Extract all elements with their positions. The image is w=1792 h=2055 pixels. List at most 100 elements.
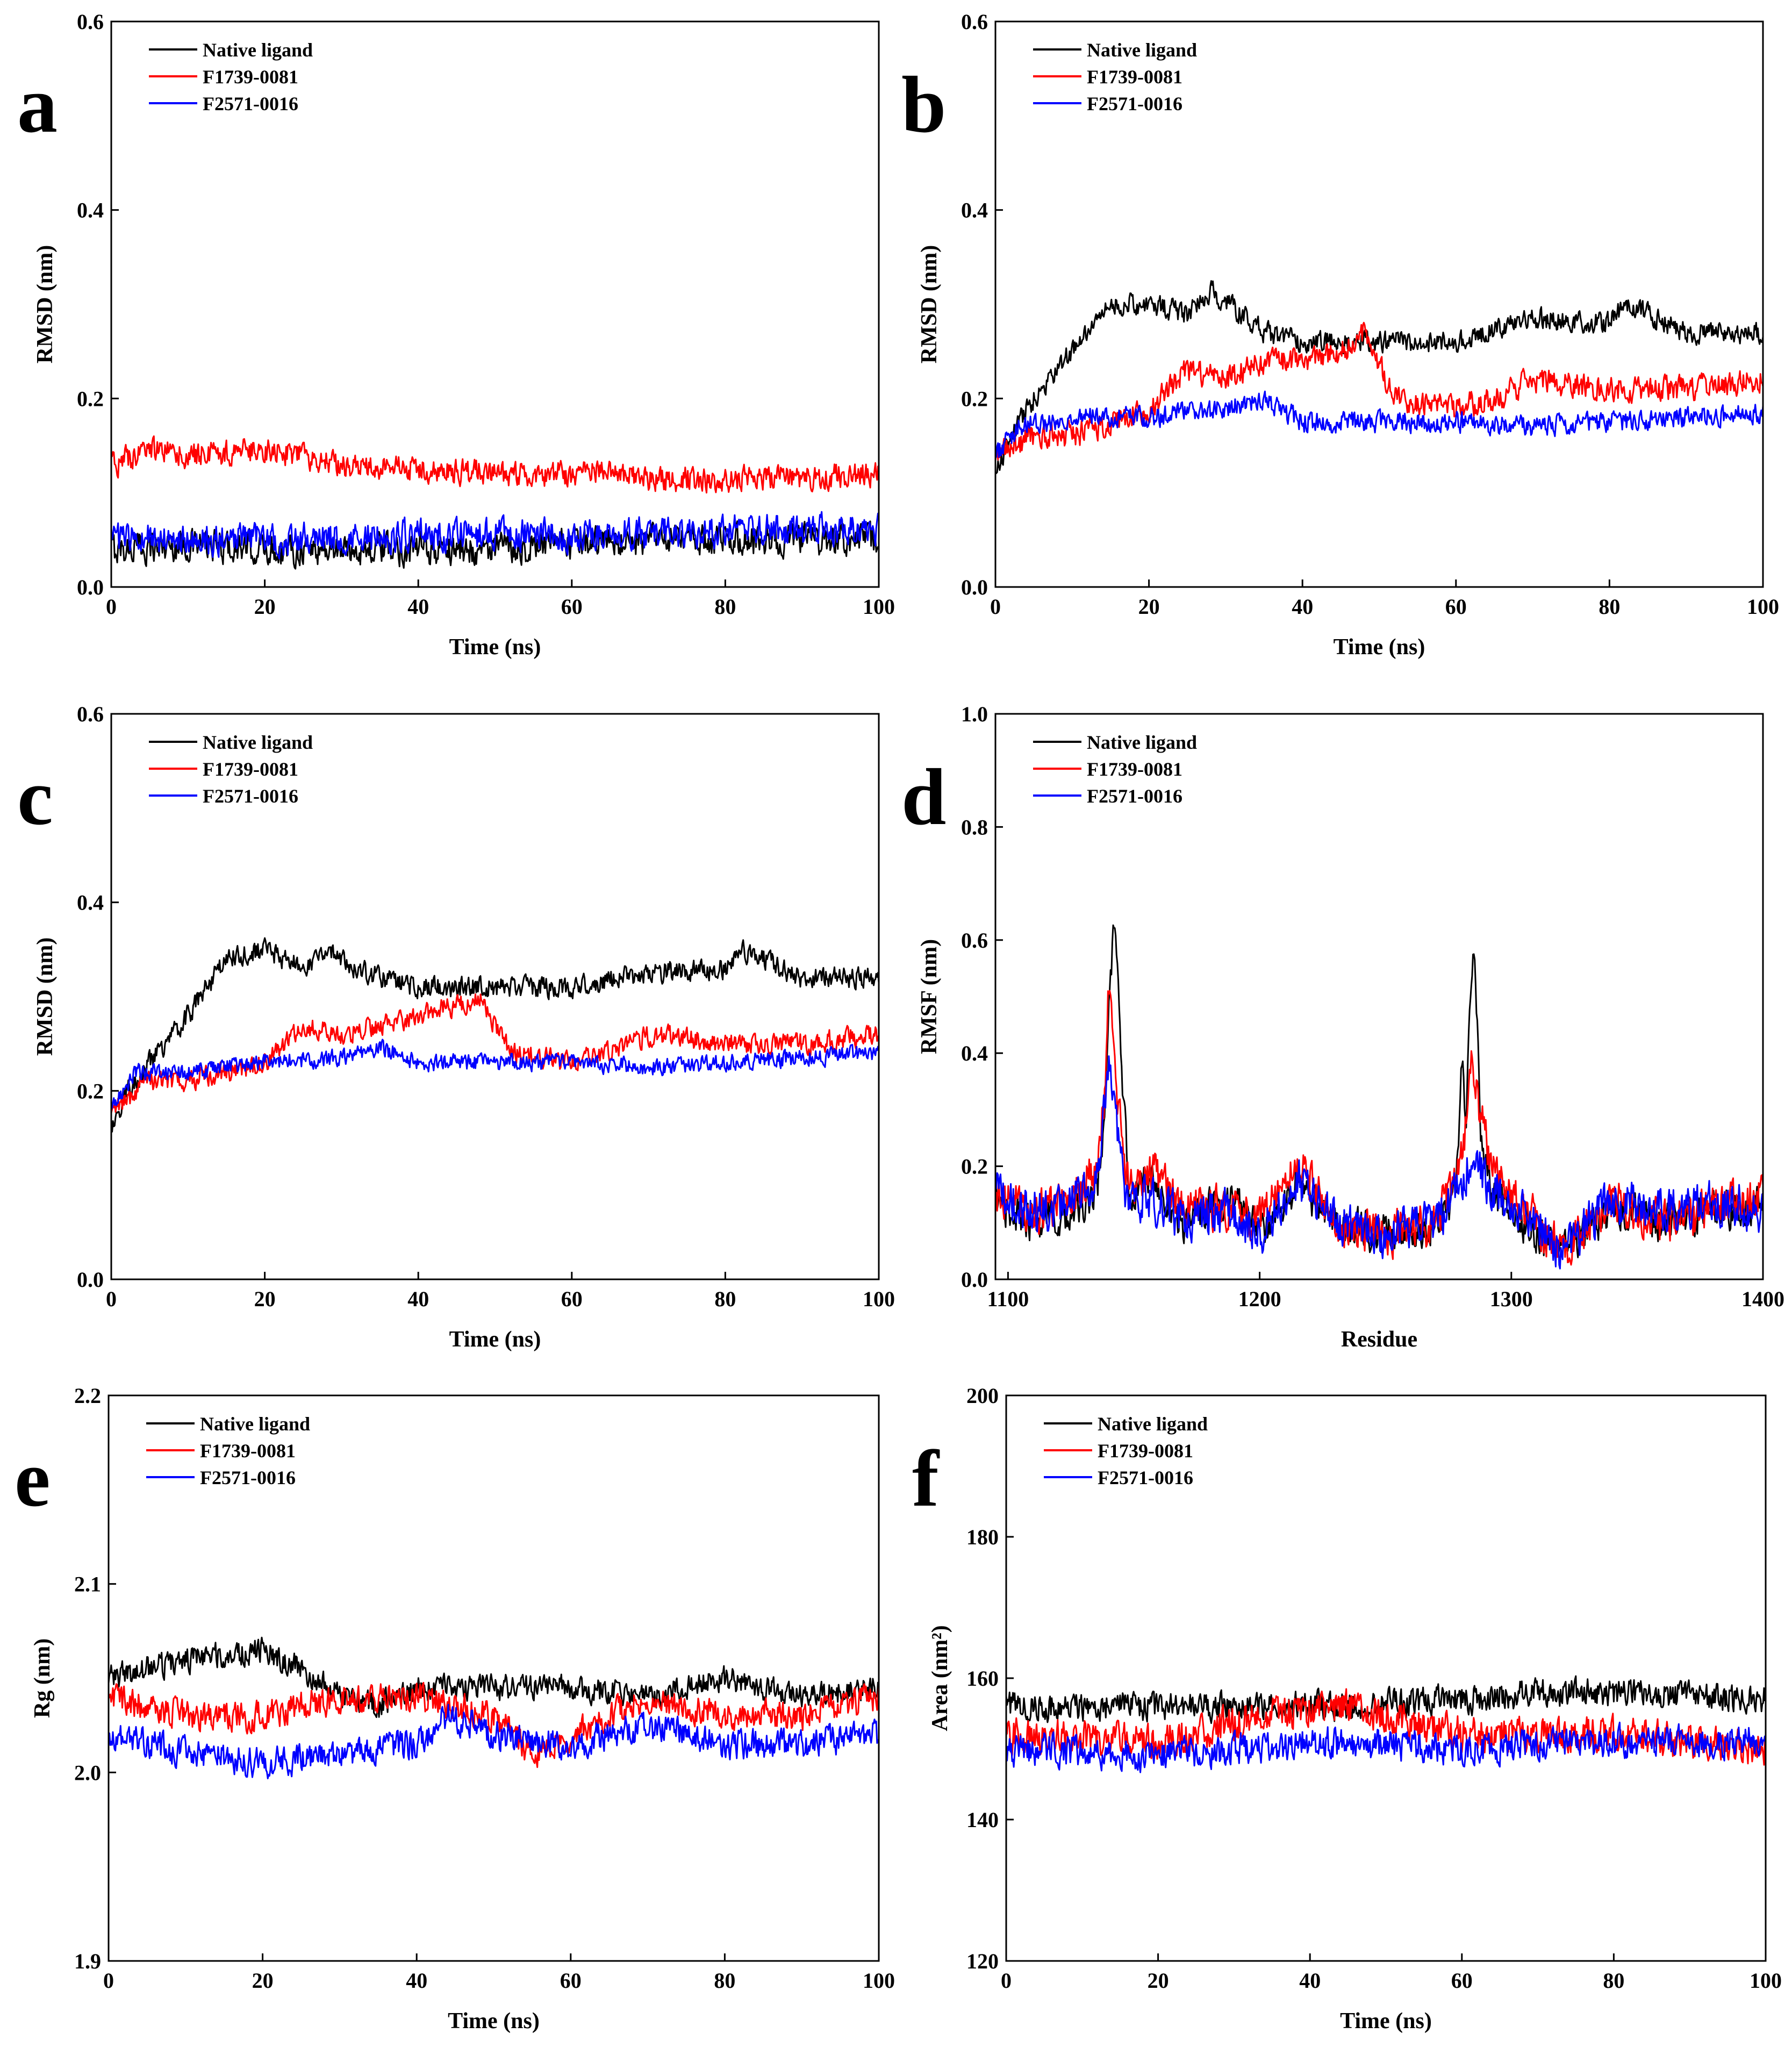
series-line-f-3 <box>1006 1721 1766 1773</box>
series-line-b-1 <box>995 280 1763 474</box>
plot-area-c <box>111 937 879 1133</box>
chart-panel-e: e 0 20 40 60 80 100 1.9 2.0 2.1 2.2 Time (ns) Rg (nm… <box>15 1384 895 2033</box>
plot-area-d <box>995 924 1763 1270</box>
series-line-a-1 <box>111 520 879 570</box>
y-tick-label: 1.9 <box>74 1949 101 1973</box>
x-axis-title: Time (ns) <box>449 1327 541 1352</box>
legend-b: Native ligand F1739-0081 F2571-0016 <box>1033 39 1197 114</box>
x-axis-title: Time (ns) <box>449 635 541 660</box>
legend-label: F2571-0016 <box>200 1467 296 1488</box>
x-tick-label: 1300 <box>1490 1287 1533 1311</box>
legend-label: F2571-0016 <box>203 93 298 114</box>
x-tick-label: 40 <box>407 1287 429 1311</box>
y-tick-label: 0.0 <box>77 1268 104 1292</box>
chart-panel-d: d 1100 1200 1300 1400 0.0 0.2 0.4 0.6 0.8 1.0 Resid… <box>901 702 1784 1352</box>
legend-label: F2571-0016 <box>203 785 298 807</box>
legend-label: Native ligand <box>200 1413 310 1435</box>
series-line-f-1 <box>1006 1675 1766 1724</box>
x-tick-label: 1400 <box>1741 1287 1784 1311</box>
legend-d: Native ligand F1739-0081 F2571-0016 <box>1033 732 1197 807</box>
y-tick-label: 200 <box>966 1384 999 1408</box>
y-axis-title: RMSD (nm) <box>33 245 58 363</box>
x-tick-label: 100 <box>1747 595 1779 619</box>
x-tick-label: 40 <box>1299 1968 1321 1993</box>
x-tick-label: 40 <box>1292 595 1313 619</box>
legend-label: Native ligand <box>1098 1413 1208 1435</box>
plot-frame-c <box>110 713 880 1280</box>
plot-frame-b <box>994 20 1764 588</box>
y-tick-label: 0.4 <box>961 1041 988 1065</box>
y-tick-label: 0.0 <box>77 575 104 599</box>
x-tick-label: 20 <box>254 595 276 619</box>
series-line-a-2 <box>111 435 879 494</box>
chart-panel-c: c 0 20 40 60 80 100 0.0 0.2 0.4 0.6 Time (ns) RMSD (… <box>17 702 895 1352</box>
x-tick-label: 80 <box>1603 1968 1624 1993</box>
plot-area-e <box>109 1636 879 1780</box>
y-tick-label: 0.6 <box>77 702 104 726</box>
y-axis-title: RMSD (nm) <box>917 245 942 363</box>
y-tick-label: 0.4 <box>77 198 104 223</box>
x-axis-title: Residue <box>1341 1327 1417 1352</box>
y-tick-label: 160 <box>966 1666 999 1691</box>
legend-label: Native ligand <box>1087 732 1197 753</box>
x-tick-label: 0 <box>1001 1968 1012 1993</box>
legend-label: F1739-0081 <box>1087 758 1182 780</box>
series-line-b-3 <box>995 390 1763 458</box>
legend-e: Native ligand F1739-0081 F2571-0016 <box>146 1413 310 1488</box>
y-axis-title: RMSF (nm) <box>917 939 942 1054</box>
x-tick-label: 20 <box>252 1968 274 1993</box>
legend-label: Native ligand <box>1087 39 1197 61</box>
y-tick-label: 2.2 <box>74 1384 101 1408</box>
legend-f: Native ligand F1739-0081 F2571-0016 <box>1044 1413 1208 1488</box>
series-line-e-2 <box>109 1681 879 1768</box>
y-axis-title: Rg (nm) <box>30 1638 55 1718</box>
y-tick-label: 2.0 <box>74 1760 101 1785</box>
x-tick-label: 60 <box>1445 595 1467 619</box>
legend-label: F2571-0016 <box>1087 785 1182 807</box>
series-line-c-1 <box>111 937 879 1133</box>
legend-label: Native ligand <box>203 732 313 753</box>
y-tick-label: 0.6 <box>961 10 988 34</box>
y-tick-label: 0.0 <box>961 575 988 599</box>
plot-frame-e <box>107 1394 880 1962</box>
legend-label: F1739-0081 <box>200 1440 296 1462</box>
series-line-e-1 <box>109 1636 879 1719</box>
x-tick-label: 100 <box>1750 1968 1782 1993</box>
series-line-d-3 <box>995 1055 1763 1270</box>
x-axis-title: Time (ns) <box>1334 635 1425 660</box>
y-tick-label: 0.2 <box>77 1079 104 1103</box>
legend-c: Native ligand F1739-0081 F2571-0016 <box>149 732 313 807</box>
y-tick-label: 1.0 <box>961 702 988 726</box>
x-tick-label: 20 <box>1138 595 1160 619</box>
legend-label: Native ligand <box>203 39 313 61</box>
x-tick-label: 20 <box>1148 1968 1169 1993</box>
x-tick-label: 0 <box>103 1968 114 1993</box>
x-tick-label: 100 <box>863 1287 895 1311</box>
x-tick-label: 40 <box>406 1968 427 1993</box>
plot-area-a <box>111 435 879 570</box>
y-axis-title: Area (nm²) <box>928 1625 952 1731</box>
series-line-a-3 <box>111 511 879 560</box>
legend-a: Native ligand F1739-0081 F2571-0016 <box>149 39 313 114</box>
x-tick-label: 60 <box>1451 1968 1473 1993</box>
x-tick-label: 80 <box>714 1968 735 1993</box>
series-line-c-3 <box>111 1039 879 1109</box>
x-tick-label: 60 <box>561 595 583 619</box>
y-tick-label: 120 <box>966 1949 999 1973</box>
panel-label-e: e <box>15 1434 51 1523</box>
legend-label: F1739-0081 <box>1087 66 1182 88</box>
plot-frame-a <box>110 20 880 588</box>
y-tick-label: 0.6 <box>961 928 988 953</box>
x-tick-label: 0 <box>990 595 1001 619</box>
panel-label-f: f <box>912 1434 940 1523</box>
x-tick-label: 100 <box>863 1968 895 1993</box>
legend-label: F2571-0016 <box>1087 93 1182 114</box>
y-tick-label: 0.0 <box>961 1268 988 1292</box>
x-tick-label: 0 <box>106 595 117 619</box>
legend-label: F1739-0081 <box>203 758 298 780</box>
chart-panel-a: a 0 20 40 60 80 100 0.0 0.2 0.4 0.6 Time (ns) RMSD (… <box>17 10 895 660</box>
y-tick-label: 180 <box>966 1525 999 1549</box>
x-tick-label: 80 <box>1599 595 1620 619</box>
legend-label: F1739-0081 <box>1098 1440 1193 1462</box>
y-tick-label: 2.1 <box>74 1572 101 1596</box>
